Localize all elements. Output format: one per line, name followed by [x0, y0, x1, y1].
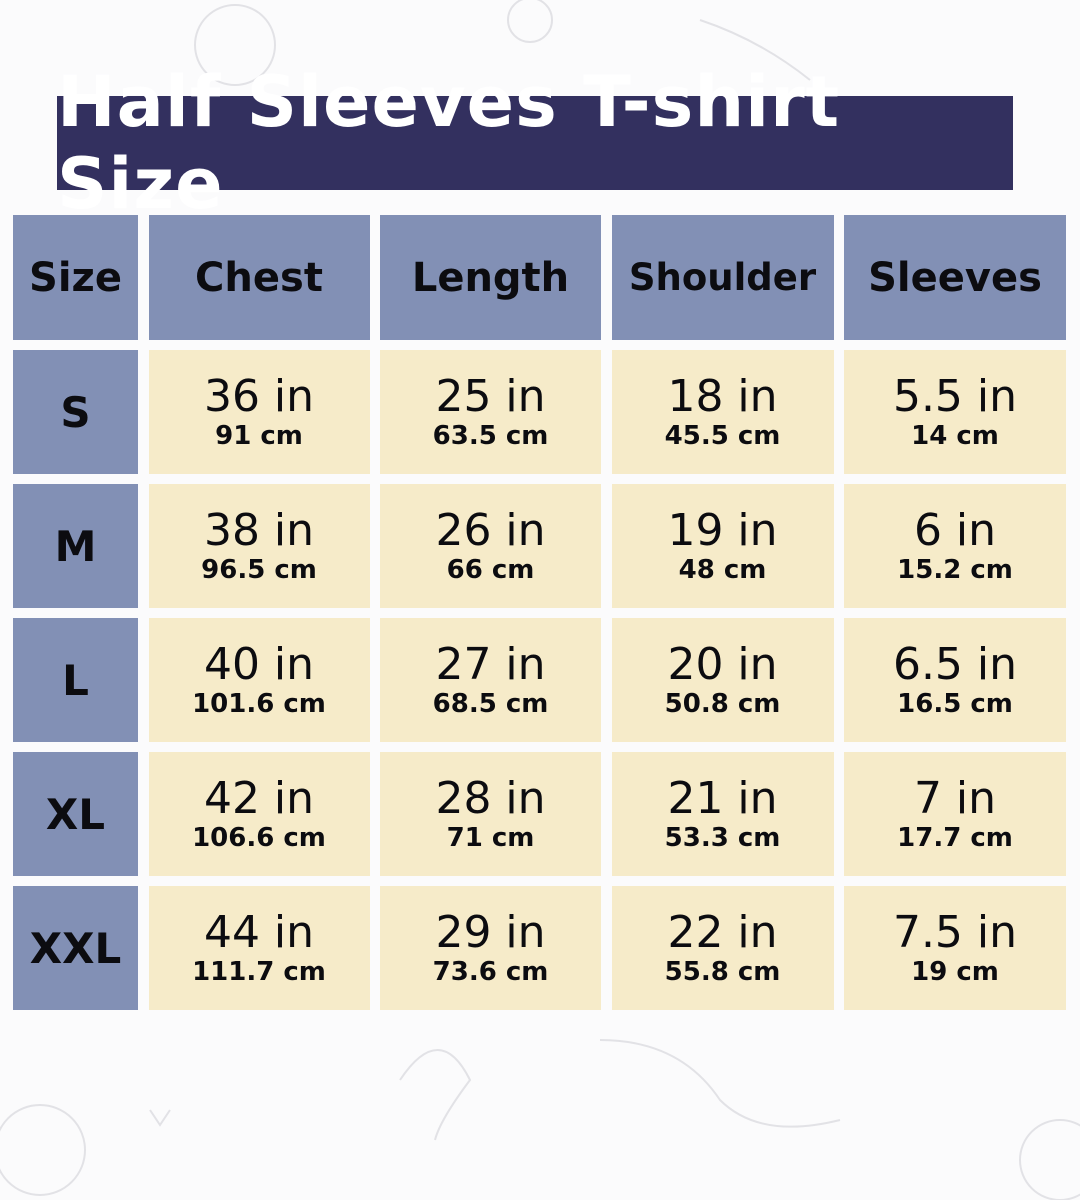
table-cell: 18 in 45.5 cm: [611, 350, 834, 474]
value-inches: 20 in: [667, 639, 778, 690]
table-cell: 28 in 71 cm: [380, 752, 601, 876]
value-inches: 19 in: [667, 505, 778, 556]
value-inches: 28 in: [435, 773, 546, 824]
value-cm: 63.5 cm: [432, 421, 549, 451]
value-cm: 48 cm: [678, 555, 767, 585]
value-cm: 19 cm: [911, 957, 999, 987]
page-title: Half Sleeves T-shirt Size: [57, 61, 1013, 225]
size-label: S: [13, 350, 138, 474]
header-chest: Chest: [148, 215, 370, 340]
table-cell: 44 in 111.7 cm: [148, 886, 370, 1010]
value-cm: 15.2 cm: [897, 555, 1013, 585]
size-label: XXL: [13, 886, 138, 1010]
value-cm: 53.3 cm: [664, 823, 781, 853]
value-cm: 16.5 cm: [897, 689, 1013, 719]
size-table: Size Chest Length Shoulder Sleeves S 36 in 91 c…: [13, 215, 1066, 1010]
value-cm: 66 cm: [446, 555, 535, 585]
value-inches: 6.5 in: [892, 639, 1018, 690]
value-cm: 17.7 cm: [897, 823, 1013, 853]
table-cell: 22 in 55.8 cm: [611, 886, 834, 1010]
value-inches: 5.5 in: [892, 371, 1018, 422]
size-label: L: [13, 618, 138, 742]
value-inches: 40 in: [203, 639, 315, 690]
value-inches: 44 in: [203, 907, 315, 958]
value-cm: 55.8 cm: [664, 957, 781, 987]
table-cell: 7 in 17.7 cm: [844, 752, 1066, 876]
table-cell: 19 in 48 cm: [611, 484, 834, 608]
value-cm: 101.6 cm: [192, 689, 326, 719]
table-cell: 25 in 63.5 cm: [380, 350, 601, 474]
value-inches: 38 in: [203, 505, 315, 556]
size-label: XL: [13, 752, 138, 876]
table-cell: 6.5 in 16.5 cm: [844, 618, 1066, 742]
value-cm: 73.6 cm: [432, 957, 549, 987]
value-cm: 14 cm: [911, 421, 999, 451]
value-inches: 22 in: [667, 907, 778, 958]
value-inches: 6 in: [913, 505, 997, 556]
value-cm: 45.5 cm: [664, 421, 781, 451]
header-length: Length: [380, 215, 601, 340]
value-inches: 36 in: [203, 371, 315, 422]
value-cm: 96.5 cm: [201, 555, 317, 585]
table-cell: 27 in 68.5 cm: [380, 618, 601, 742]
value-inches: 18 in: [667, 371, 778, 422]
table-cell: 29 in 73.6 cm: [380, 886, 601, 1010]
header-size: Size: [13, 215, 138, 340]
value-cm: 91 cm: [215, 421, 303, 451]
table-cell: 38 in 96.5 cm: [148, 484, 370, 608]
table-cell: 7.5 in 19 cm: [844, 886, 1066, 1010]
value-cm: 68.5 cm: [432, 689, 549, 719]
value-inches: 25 in: [435, 371, 546, 422]
table-cell: 6 in 15.2 cm: [844, 484, 1066, 608]
table-cell: 21 in 53.3 cm: [611, 752, 834, 876]
value-inches: 7.5 in: [892, 907, 1018, 958]
value-cm: 50.8 cm: [664, 689, 781, 719]
header-shoulder: Shoulder: [611, 215, 834, 340]
size-label: M: [13, 484, 138, 608]
table-cell: 42 in 106.6 cm: [148, 752, 370, 876]
value-inches: 29 in: [435, 907, 546, 958]
table-cell: 36 in 91 cm: [148, 350, 370, 474]
value-inches: 26 in: [435, 505, 546, 556]
table-cell: 5.5 in 14 cm: [844, 350, 1066, 474]
value-inches: 42 in: [203, 773, 315, 824]
value-cm: 111.7 cm: [192, 957, 326, 987]
value-inches: 27 in: [435, 639, 546, 690]
value-inches: 7 in: [913, 773, 997, 824]
table-cell: 26 in 66 cm: [380, 484, 601, 608]
table-cell: 40 in 101.6 cm: [148, 618, 370, 742]
value-cm: 106.6 cm: [192, 823, 326, 853]
value-inches: 21 in: [667, 773, 778, 824]
header-sleeves: Sleeves: [844, 215, 1066, 340]
value-cm: 71 cm: [446, 823, 535, 853]
table-cell: 20 in 50.8 cm: [611, 618, 834, 742]
